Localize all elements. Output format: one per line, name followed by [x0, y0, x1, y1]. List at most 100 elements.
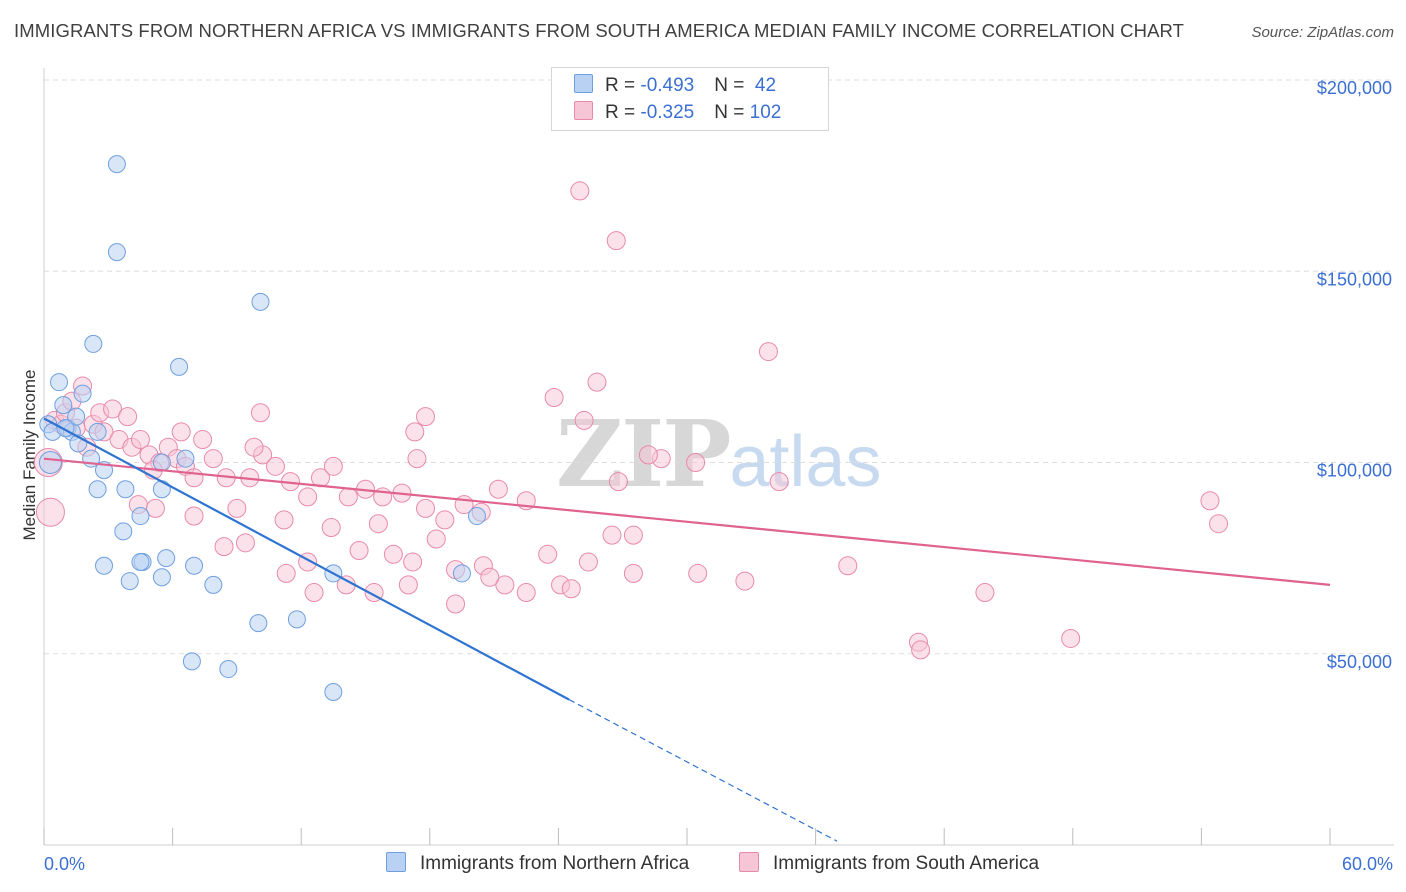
data-point-south-america: [407, 449, 427, 469]
data-point-northern-africa: [204, 575, 223, 594]
data-point-south-america: [203, 449, 223, 469]
data-point-south-america: [368, 514, 388, 534]
data-point-south-america: [435, 510, 455, 530]
data-point-south-america: [274, 510, 294, 530]
trend-line-northern-africa-extension: [568, 699, 838, 842]
y-tick-label: $200,000: [1317, 78, 1392, 98]
data-point-northern-africa: [251, 292, 270, 311]
data-point-south-america: [338, 487, 358, 507]
data-point-south-america: [769, 472, 789, 492]
data-point-south-america: [405, 422, 425, 442]
data-point-south-america: [623, 563, 643, 583]
data-point-northern-africa: [67, 407, 86, 426]
legend-r-label: R =: [605, 102, 641, 123]
data-point-northern-africa: [152, 480, 171, 499]
stats-legend: R = -0.493 N = 42 R = -0.325 N = 102: [551, 67, 829, 131]
legend-series-name: Immigrants from Northern Africa: [420, 853, 690, 874]
trend-line-northern-africa: [43, 417, 570, 701]
data-point-south-america: [838, 556, 858, 576]
y-tick-label: $50,000: [1327, 652, 1392, 672]
data-point-northern-africa: [219, 660, 238, 679]
y-tick-label: $100,000: [1317, 461, 1392, 481]
data-point-south-america: [304, 583, 324, 603]
data-point-northern-africa: [467, 507, 486, 526]
legend-n-label: N =: [714, 102, 750, 123]
legend-r-value: -0.493: [640, 75, 695, 96]
legend-n-value: 102: [749, 102, 782, 123]
data-point-south-america: [35, 497, 65, 527]
data-point-northern-africa: [131, 552, 150, 571]
tick-labels: $50,000 $100,000 $150,000 $200,000 0.0% 60.0%: [44, 78, 1393, 874]
legend-swatch-pink: [739, 852, 759, 872]
data-point-south-america: [118, 407, 138, 427]
data-point-south-america: [298, 487, 318, 507]
data-point-south-america: [735, 571, 755, 591]
legend-swatch-pink: [574, 101, 593, 120]
data-point-south-america: [638, 445, 658, 465]
data-point-south-america: [495, 575, 515, 595]
data-point-south-america: [911, 640, 931, 660]
axes: [43, 68, 1394, 846]
data-point-northern-africa: [95, 556, 114, 575]
data-point-south-america: [544, 387, 564, 407]
data-point-south-america: [574, 410, 594, 430]
data-point-northern-africa: [84, 334, 103, 353]
data-point-south-america: [758, 342, 778, 362]
data-point-south-america: [1209, 514, 1229, 534]
data-point-south-america: [975, 583, 995, 603]
data-point-south-america: [578, 552, 598, 572]
data-point-south-america: [606, 231, 626, 251]
legend-r-label: R =: [605, 75, 641, 96]
data-point-south-america: [235, 533, 255, 553]
data-point-northern-africa: [157, 549, 176, 568]
data-point-south-america: [171, 422, 191, 442]
data-point-south-america: [349, 540, 369, 560]
data-point-south-america: [184, 468, 204, 488]
data-point-south-america: [398, 575, 418, 595]
data-point-south-america: [103, 399, 123, 419]
data-point-south-america: [570, 181, 590, 201]
data-point-south-america: [623, 525, 643, 545]
data-point-south-america: [516, 583, 536, 603]
data-point-northern-africa: [152, 568, 171, 587]
data-point-south-america: [383, 544, 403, 564]
data-point-south-america: [403, 552, 423, 572]
data-point-south-america: [244, 437, 264, 457]
data-point-south-america: [538, 544, 558, 564]
legend-row-south-america: R = -0.325 N = 102: [574, 101, 781, 125]
data-point-south-america: [587, 372, 607, 392]
data-point-northern-africa: [131, 507, 150, 526]
northern-africa-points: [38, 155, 486, 701]
data-point-south-america: [193, 430, 213, 450]
data-point-northern-africa: [182, 652, 201, 671]
data-point-south-america: [602, 525, 622, 545]
data-point-south-america: [323, 456, 343, 476]
data-point-northern-africa: [38, 451, 62, 474]
data-point-northern-africa: [54, 396, 73, 415]
legend-item-northern-africa: Immigrants from Northern Africa: [386, 852, 689, 875]
chart-title: IMMIGRANTS FROM NORTHERN AFRICA VS IMMIG…: [14, 20, 1185, 41]
data-point-south-america: [130, 430, 150, 450]
data-point-south-america: [265, 456, 285, 476]
x-tick-label: 60.0%: [1342, 854, 1393, 874]
data-point-northern-africa: [249, 614, 268, 633]
data-point-south-america: [608, 472, 628, 492]
data-point-northern-africa: [50, 373, 69, 392]
data-point-south-america: [321, 518, 341, 538]
y-tick-label: $150,000: [1317, 269, 1392, 289]
data-point-south-america: [276, 563, 296, 583]
data-point-south-america: [688, 563, 708, 583]
trend-lines: [43, 417, 1331, 842]
data-point-northern-africa: [116, 480, 135, 499]
legend-r-value: -0.325: [640, 102, 695, 123]
data-point-south-america: [145, 498, 165, 518]
data-point-northern-africa: [452, 564, 471, 583]
source-credit: Source: ZipAtlas.com: [1251, 24, 1394, 41]
legend-swatch-blue: [574, 74, 593, 93]
data-point-northern-africa: [152, 453, 171, 472]
data-point-south-america: [1061, 628, 1081, 648]
data-point-northern-africa: [287, 610, 306, 629]
data-point-northern-africa: [185, 556, 204, 575]
data-point-south-america: [214, 537, 234, 557]
data-point-northern-africa: [107, 155, 126, 174]
